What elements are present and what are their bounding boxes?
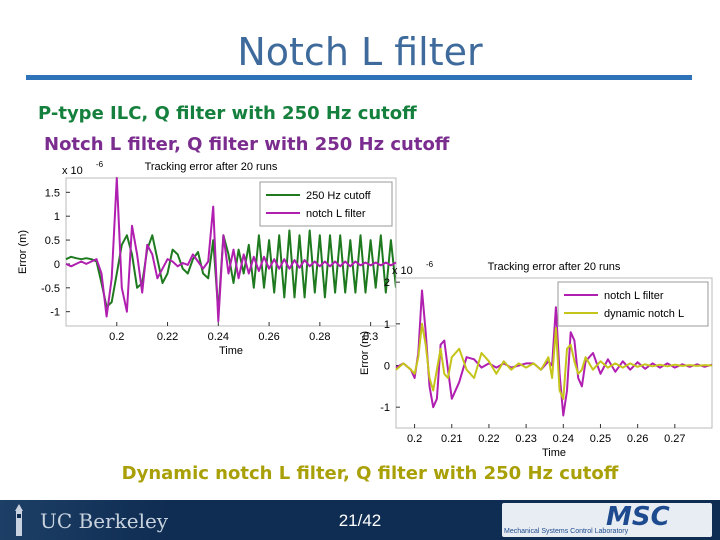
page-number: 21/42 [338, 511, 382, 530]
series-line-2 [65, 177, 397, 323]
x-tick-label: 0.25 [590, 433, 611, 445]
chart-title: Tracking error after 20 runs [145, 161, 278, 173]
y-tick-label: 1.5 [45, 187, 60, 199]
legend-label: dynamic notch L [604, 308, 684, 320]
caption-dynamic-notch: Dynamic notch L filter, Q filter with 25… [121, 463, 619, 484]
y-tick-label: 0.5 [45, 235, 60, 247]
y-tick-label: -0.5 [41, 283, 60, 295]
campanile-icon [15, 504, 23, 536]
chart-right: Tracking error after 20 runs x 10 -6 0.2 0.2… [359, 260, 713, 459]
y-tick-label: 0 [54, 259, 60, 271]
axis-multiplier-exponent: -6 [96, 160, 104, 169]
axis-multiplier-exponent: -6 [426, 260, 434, 269]
chart-title: Tracking error after 20 runs [488, 261, 621, 273]
x-tick-label: 0.24 [208, 331, 229, 343]
x-tick-label: 0.28 [309, 331, 330, 343]
y-tick-label: 0 [384, 361, 390, 373]
x-axis-label: Time [542, 447, 566, 459]
legend-box [557, 281, 709, 327]
msc-logo-panel [502, 503, 712, 537]
y-tick-label: 1 [54, 211, 60, 223]
y-tick-label: 1 [384, 319, 390, 331]
y-tick-label: -1 [380, 402, 390, 414]
axis-multiplier: x 10 [392, 265, 413, 277]
legend-box [259, 181, 393, 227]
caption-p-type-ilc: P-type ILC, Q filter with 250 Hz cutoff [38, 103, 417, 124]
x-tick-label: 0.22 [157, 331, 178, 343]
y-axis-label: Error (m) [17, 230, 29, 274]
y-axis-label: Error (m) [359, 331, 371, 375]
x-tick-label: 0.2 [109, 331, 124, 343]
axis-multiplier: x 10 [62, 165, 83, 177]
legend-label: notch L filter [604, 290, 664, 302]
y-tick-label: 2 [384, 277, 390, 289]
legend-label: 250 Hz cutoff [306, 190, 372, 202]
series-line-2 [395, 322, 713, 400]
x-tick-label: 0.2 [407, 433, 422, 445]
x-tick-label: 0.26 [258, 331, 279, 343]
x-tick-label: 0.3 [363, 331, 378, 343]
chart-left: Tracking error after 20 runs x 10 -6 0.2 0.2… [17, 160, 397, 357]
x-tick-label: 0.23 [515, 433, 536, 445]
slide-title: Notch L filter [237, 30, 483, 74]
uc-berkeley-logo: UC Berkeley [40, 509, 169, 533]
y-tick-label: -1 [50, 307, 60, 319]
lab-name: Mechanical Systems Control Laboratory [504, 528, 629, 535]
x-tick-label: 0.27 [664, 433, 685, 445]
x-tick-label: 0.24 [553, 433, 574, 445]
x-tick-label: 0.21 [441, 433, 462, 445]
title-underline [26, 75, 692, 80]
caption-notch-l-filter: Notch L filter, Q filter with 250 Hz cut… [44, 134, 450, 155]
legend-label: notch L filter [306, 208, 366, 220]
x-axis-label: Time [219, 345, 243, 357]
footer-brand-panel [0, 500, 170, 540]
msc-logo: MSC [606, 502, 670, 532]
x-tick-label: 0.22 [478, 433, 499, 445]
x-tick-label: 0.26 [627, 433, 648, 445]
